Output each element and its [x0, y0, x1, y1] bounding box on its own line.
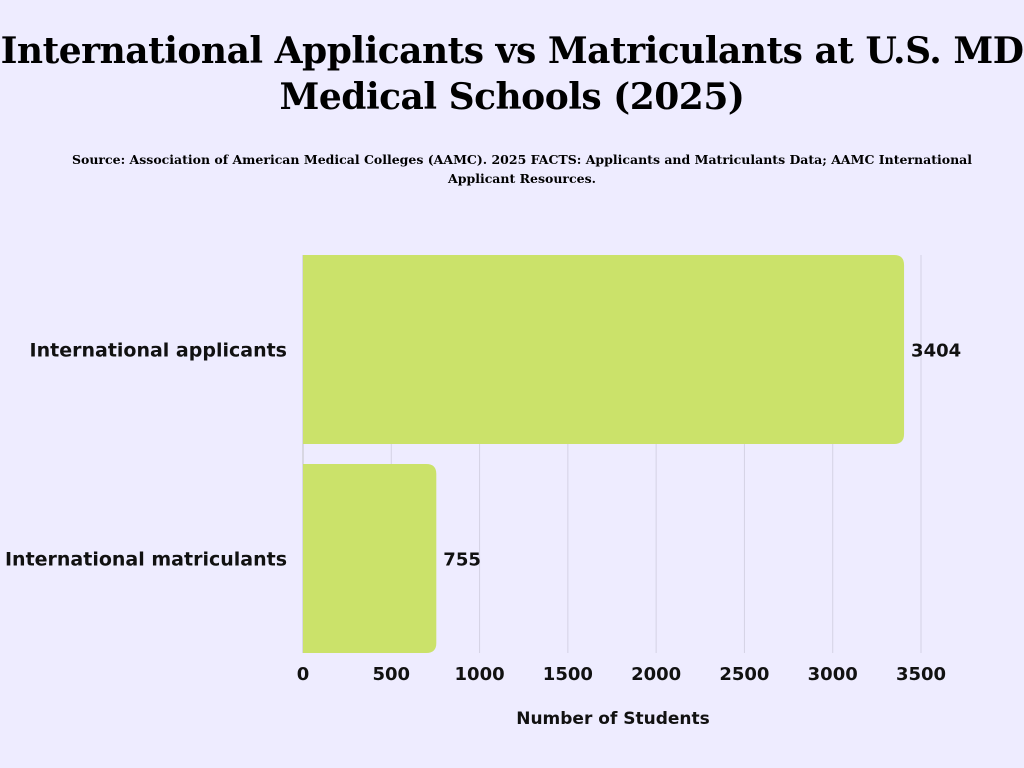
- bar: [303, 255, 905, 444]
- x-tick-label: 3500: [896, 664, 946, 685]
- x-axis-title: Number of Students: [516, 709, 710, 729]
- x-tick-label: 0: [297, 664, 310, 685]
- category-label: International applicants: [30, 340, 287, 362]
- x-tick-label: 2500: [719, 664, 769, 685]
- data-label: 755: [443, 550, 481, 571]
- data-label: 3404: [911, 341, 961, 362]
- x-tick-label: 2000: [631, 664, 681, 685]
- x-tick-label: 1000: [455, 664, 505, 685]
- bar: [303, 464, 437, 653]
- chart-title: International Applicants vs Matriculants…: [0, 30, 1024, 118]
- x-tick-label: 500: [372, 664, 410, 685]
- category-label: International matriculants: [5, 549, 287, 571]
- x-tick-label: 1500: [543, 664, 593, 685]
- x-tick-label: 3000: [808, 664, 858, 685]
- chart-subtitle: Source: Association of American Medical …: [71, 152, 973, 186]
